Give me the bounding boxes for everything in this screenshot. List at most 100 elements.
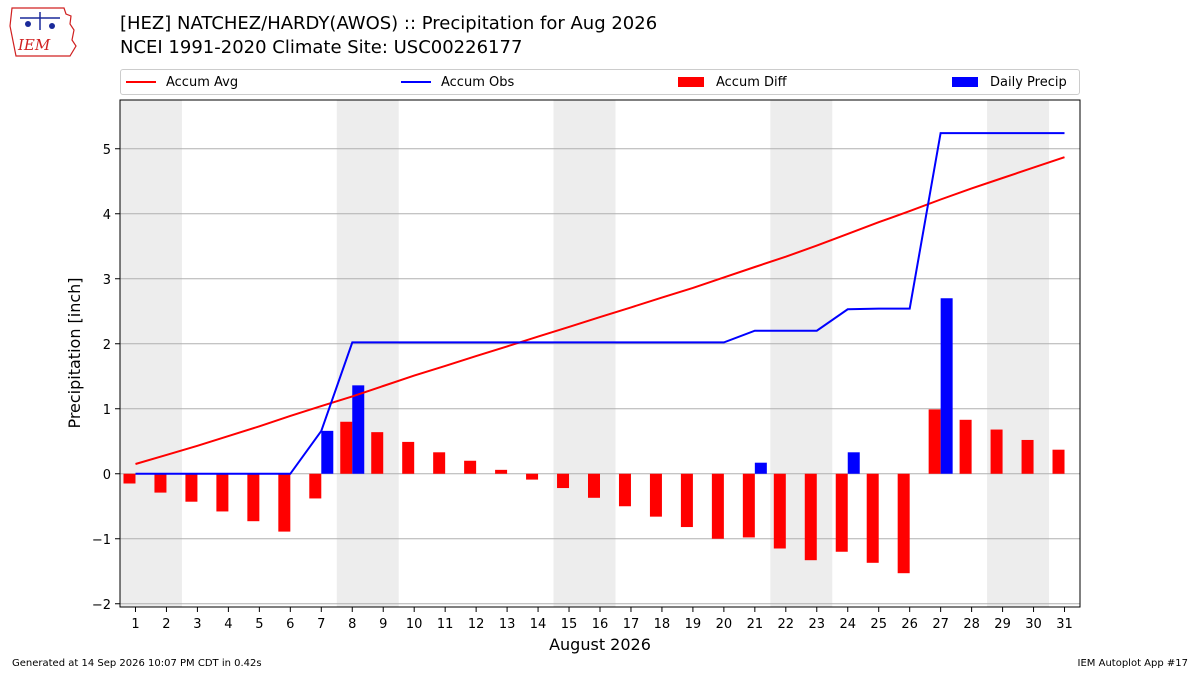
x-tick-label-28: 28 xyxy=(963,617,980,632)
accum-diff-bar-7 xyxy=(309,473,322,499)
daily-precip-bar-8 xyxy=(352,385,365,474)
legend-swatch-accum-avg xyxy=(126,81,156,83)
x-axis-label: August 2026 xyxy=(549,635,651,654)
accum-diff-bar-30 xyxy=(1021,439,1034,474)
x-tick-label-8: 8 xyxy=(348,617,356,632)
accum-diff-bar-8 xyxy=(340,421,353,474)
x-tick-label-6: 6 xyxy=(286,617,294,632)
x-tick-label-5: 5 xyxy=(255,617,263,632)
x-tick-label-23: 23 xyxy=(809,617,826,632)
accum-diff-bar-4 xyxy=(216,473,229,512)
accum-diff-bar-13 xyxy=(495,469,508,474)
y-tick-label-0: 0 xyxy=(103,468,111,483)
legend-label-accum-obs: Accum Obs xyxy=(441,74,515,90)
x-tick-label-3: 3 xyxy=(193,617,201,632)
accum-diff-bar-9 xyxy=(371,432,384,474)
legend-swatch-daily-precip xyxy=(952,77,978,87)
x-tick-label-15: 15 xyxy=(561,617,578,632)
accum-diff-bar-28 xyxy=(959,419,972,474)
chart-subtitle: NCEI 1991-2020 Climate Site: USC00226177 xyxy=(120,37,523,58)
accum-diff-bar-21 xyxy=(742,473,755,538)
legend-item-daily-precip: Daily Precip xyxy=(952,70,1067,94)
x-tick-label-31: 31 xyxy=(1056,617,1073,632)
y-tick-label--1: −1 xyxy=(92,533,111,548)
accum-diff-bar-6 xyxy=(278,473,291,532)
legend-item-accum-obs: Accum Obs xyxy=(401,70,514,94)
accum-diff-bar-20 xyxy=(711,473,724,539)
x-tick-label-29: 29 xyxy=(994,617,1011,632)
legend-label-accum-diff: Accum Diff xyxy=(716,74,787,90)
accum-diff-bar-23 xyxy=(804,473,817,561)
y-axis-label: Precipitation [inch] xyxy=(65,277,84,428)
accum-diff-bar-26 xyxy=(897,473,910,574)
accum-diff-bar-1 xyxy=(123,473,136,484)
accum-avg-line xyxy=(135,156,1065,465)
legend-label-accum-avg: Accum Avg xyxy=(166,74,239,90)
accum-diff-bar-24 xyxy=(835,473,848,552)
daily-precip-bar-27 xyxy=(940,298,953,474)
accum-diff-bar-17 xyxy=(618,473,631,507)
accum-diff-bar-2 xyxy=(154,473,167,493)
weekend-band-2 xyxy=(553,100,616,607)
x-tick-label-21: 21 xyxy=(747,617,764,632)
legend-item-accum-diff: Accum Diff xyxy=(678,70,787,94)
weekend-band-0 xyxy=(120,100,182,607)
x-tick-label-22: 22 xyxy=(778,617,795,632)
y-tick-label-3: 3 xyxy=(103,273,111,288)
footer-app: IEM Autoplot App #17 xyxy=(1077,658,1188,669)
x-tick-label-10: 10 xyxy=(406,617,423,632)
x-tick-label-14: 14 xyxy=(530,617,547,632)
x-tick-label-18: 18 xyxy=(654,617,671,632)
daily-precip-bar-7 xyxy=(321,430,334,474)
footer-generated: Generated at 14 Sep 2026 10:07 PM CDT in… xyxy=(12,658,262,669)
x-tick-label-12: 12 xyxy=(468,617,485,632)
accum-diff-bar-3 xyxy=(185,473,198,502)
accum-diff-bar-14 xyxy=(526,473,539,480)
x-tick-label-11: 11 xyxy=(437,617,454,632)
accum-diff-bar-31 xyxy=(1052,449,1065,474)
legend: Accum Avg Accum Obs Accum Diff Daily Pre… xyxy=(120,69,1080,95)
chart-title: [HEZ] NATCHEZ/HARDY(AWOS) :: Precipitati… xyxy=(120,13,658,34)
x-tick-label-9: 9 xyxy=(379,617,387,632)
x-tick-label-13: 13 xyxy=(499,617,516,632)
legend-swatch-accum-diff xyxy=(678,77,704,87)
accum-diff-bar-16 xyxy=(588,473,600,498)
accum-diff-bar-18 xyxy=(649,473,662,517)
y-tick-label-4: 4 xyxy=(103,208,111,223)
weekend-band-1 xyxy=(336,100,399,607)
accum-diff-bar-29 xyxy=(990,429,1003,474)
iem-logo: IEM xyxy=(9,7,77,57)
y-tick-label-2: 2 xyxy=(103,338,111,353)
x-tick-label-1: 1 xyxy=(131,617,139,632)
logo-text: IEM xyxy=(17,36,51,54)
x-tick-label-7: 7 xyxy=(317,617,325,632)
accum-diff-bar-5 xyxy=(247,473,260,522)
accum-obs-line xyxy=(135,132,1065,475)
y-tick-label-1: 1 xyxy=(103,403,111,418)
x-tick-label-24: 24 xyxy=(839,617,856,632)
daily-precip-bar-24 xyxy=(847,452,860,474)
x-tick-label-30: 30 xyxy=(1025,617,1042,632)
x-tick-label-19: 19 xyxy=(685,617,702,632)
accum-diff-bar-22 xyxy=(773,473,786,549)
x-tick-label-25: 25 xyxy=(870,617,887,632)
x-tick-label-17: 17 xyxy=(623,617,640,632)
x-tick-label-26: 26 xyxy=(901,617,918,632)
x-tick-label-27: 27 xyxy=(932,617,949,632)
x-tick-label-4: 4 xyxy=(224,617,232,632)
weekend-band-4 xyxy=(987,100,1050,607)
y-tick-label-5: 5 xyxy=(103,143,111,158)
accum-diff-bar-27 xyxy=(928,409,941,474)
daily-precip-bar-21 xyxy=(754,462,767,474)
x-tick-label-2: 2 xyxy=(162,617,170,632)
accum-diff-bar-12 xyxy=(464,460,477,474)
legend-swatch-accum-obs xyxy=(401,81,431,83)
accum-diff-bar-19 xyxy=(680,473,693,528)
x-tick-label-20: 20 xyxy=(716,617,733,632)
legend-label-daily-precip: Daily Precip xyxy=(990,74,1067,90)
accum-diff-bar-25 xyxy=(866,473,879,563)
accum-diff-bar-10 xyxy=(402,441,415,474)
accum-diff-bar-11 xyxy=(433,452,446,474)
accum-diff-bar-15 xyxy=(557,473,570,489)
